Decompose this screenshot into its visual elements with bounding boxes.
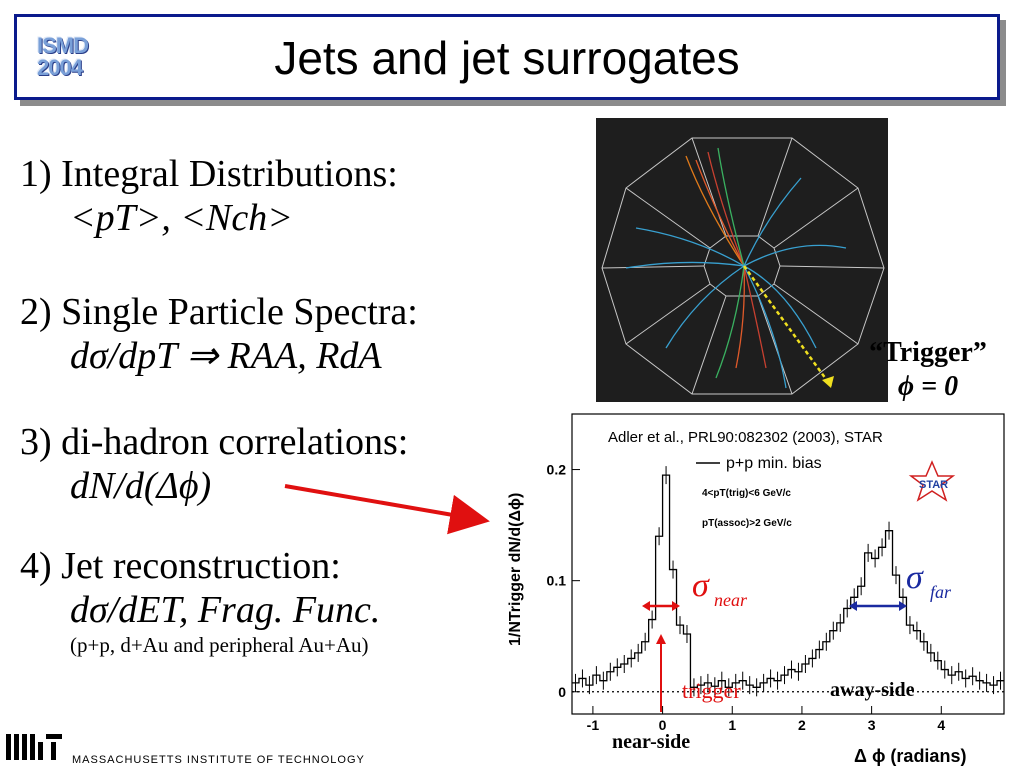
item-2-num: 2) xyxy=(20,291,52,333)
x-axis-label: Δ ϕ (radians) xyxy=(854,746,966,766)
plot-frame xyxy=(571,413,1005,715)
cut-label-1: 4<pT(trig)<6 GeV/c xyxy=(702,488,791,499)
x-tick-label: 0 xyxy=(659,717,667,733)
slide-title: Jets and jet surrogates xyxy=(274,32,740,84)
sigma-near-subscript: near xyxy=(714,590,748,610)
far-width-arrow xyxy=(849,601,907,611)
item-2-sub: dσ/dpT ⇒ RAA, RdA xyxy=(70,335,382,377)
x-tick-label: 4 xyxy=(937,717,945,733)
histogram-line xyxy=(572,474,1004,688)
x-tick-label: 2 xyxy=(798,717,806,733)
trigger-arrow xyxy=(656,634,666,712)
legend-label: p+p min. bias xyxy=(726,455,822,472)
item-2: 2) Single Particle Spectra: dσ/dpT ⇒ RAA… xyxy=(20,290,418,378)
x-tick-label: 3 xyxy=(868,717,876,733)
citation-text: Adler et al., PRL90:082302 (2003), STAR xyxy=(608,429,883,446)
ismd-logo: ISMD 2004 xyxy=(37,33,89,80)
star-logo: STAR xyxy=(908,460,956,502)
correlation-plot: -1 0 1 2 3 4 0 0.1 0.2 Adler et al., PRL90:08230… xyxy=(507,413,1005,766)
trigger-label-line2: ϕ = 0 xyxy=(897,371,959,402)
title-bar: ISMD 2004 Jets and jet surrogates xyxy=(14,14,1000,100)
logo-line1: ISMD xyxy=(37,33,89,58)
item-2-head: Single Particle Spectra: xyxy=(61,291,418,333)
item-4: 4) Jet reconstruction: dσ/dET, Frag. Fun… xyxy=(20,544,380,658)
item-3: 3) di-hadron correlations: dN/d(Δϕ) xyxy=(20,420,408,508)
trigger-text: trigger xyxy=(682,678,741,703)
trigger-label-line1: “Trigger” xyxy=(869,337,987,368)
near-side-text: near-side xyxy=(612,731,690,753)
item-3-head: di-hadron correlations: xyxy=(61,421,409,463)
item-4-note: (p+p, d+Au and peripheral Au+Au) xyxy=(70,633,369,657)
logo-line2: 2004 xyxy=(37,55,83,80)
mit-logo xyxy=(6,734,62,760)
y-tick-label: 0 xyxy=(558,684,566,700)
item-4-num: 4) xyxy=(20,545,52,587)
sigma-far-subscript: far xyxy=(930,582,952,602)
away-side-text: away-side xyxy=(830,679,915,701)
item-3-sub: dN/d(Δϕ) xyxy=(70,465,212,507)
item-4-sub: dσ/dET, Frag. Func. xyxy=(70,589,381,631)
x-tick-label: -1 xyxy=(587,717,600,733)
item-1: 1) Integral Distributions: <pT>, <Nch> xyxy=(20,152,398,240)
y-axis-label: 1/NTrigger dN/d(Δϕ) xyxy=(507,493,524,646)
trigger-label: “Trigger” ϕ = 0 xyxy=(858,336,998,404)
near-width-arrow xyxy=(642,601,680,611)
event-display-image xyxy=(596,118,888,402)
item-1-num: 1) xyxy=(20,153,52,195)
y-tick-label: 0.2 xyxy=(547,462,567,478)
y-tick-label: 0.1 xyxy=(547,573,567,589)
item-1-sub: <pT>, <Nch> xyxy=(70,197,293,239)
item-4-head: Jet reconstruction: xyxy=(61,545,341,587)
star-logo-text: STAR xyxy=(919,479,948,491)
sigma-far-symbol: σ xyxy=(906,559,924,596)
sigma-near-symbol: σ xyxy=(692,567,710,604)
item-3-num: 3) xyxy=(20,421,52,463)
item-1-head: Integral Distributions: xyxy=(61,153,398,195)
mit-footer-text: MASSACHUSETTS INSTITUTE OF TECHNOLOGY xyxy=(72,754,365,766)
cut-label-2: pT(assoc)>2 GeV/c xyxy=(702,518,792,529)
x-tick-label: 1 xyxy=(728,717,736,733)
